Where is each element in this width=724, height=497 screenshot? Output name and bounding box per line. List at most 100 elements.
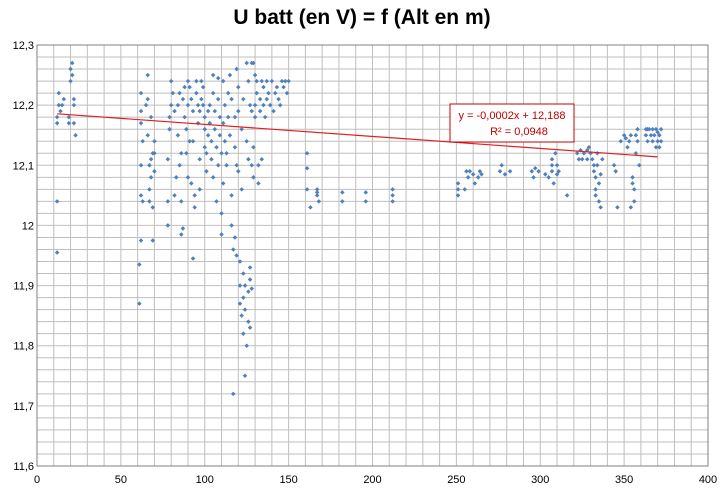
data-point (247, 265, 253, 270)
y-tick-label: 11,7 (13, 401, 34, 413)
data-point (262, 114, 268, 120)
data-point (286, 78, 291, 84)
x-tick-label: 300 (531, 474, 549, 486)
data-point (197, 187, 202, 192)
data-point (593, 193, 598, 198)
data-point (252, 114, 258, 120)
data-point (185, 78, 191, 84)
data-point (205, 132, 211, 138)
data-point (658, 138, 664, 144)
data-point (252, 102, 258, 108)
data-point (264, 78, 270, 84)
data-point (180, 96, 186, 102)
data-point (613, 169, 619, 174)
data-point (187, 84, 192, 90)
data-point (185, 175, 191, 180)
data-point (175, 102, 181, 108)
data-point (231, 391, 236, 397)
data-point (532, 166, 538, 171)
data-point (212, 126, 218, 132)
data-point (54, 120, 60, 126)
data-point (219, 232, 224, 237)
data-point (222, 138, 228, 144)
data-point (246, 157, 251, 162)
data-point (277, 102, 283, 108)
data-point (470, 172, 476, 177)
data-point (598, 205, 603, 210)
x-tick-label: 100 (196, 474, 214, 486)
data-point (269, 78, 275, 84)
data-point (239, 313, 244, 318)
data-point (180, 226, 186, 231)
data-point (658, 126, 664, 132)
data-point (249, 286, 254, 291)
data-point (529, 169, 535, 174)
data-point (308, 205, 313, 210)
data-point (472, 181, 478, 186)
data-point (247, 325, 253, 330)
data-point (152, 169, 157, 174)
data-point (593, 187, 598, 192)
data-point (595, 163, 600, 168)
data-point (140, 199, 145, 204)
data-point (227, 72, 233, 78)
data-point (210, 90, 216, 96)
data-point (477, 169, 483, 174)
data-point (363, 190, 369, 195)
data-point (189, 96, 194, 102)
data-point (244, 343, 249, 348)
data-point (314, 193, 320, 198)
y-tick-label: 11,8 (13, 341, 34, 353)
data-point (177, 90, 182, 96)
data-point (202, 144, 208, 150)
data-point (462, 187, 468, 192)
data-point (236, 169, 241, 174)
data-point (145, 96, 150, 102)
y-tick-label: 11,9 (13, 281, 34, 293)
data-point (241, 331, 246, 336)
data-point (242, 307, 248, 312)
data-point (168, 102, 174, 108)
data-point (615, 205, 620, 210)
data-point (546, 175, 551, 180)
data-point (314, 187, 320, 192)
data-point (625, 144, 630, 150)
data-point (212, 108, 218, 114)
data-point (242, 283, 248, 288)
data-point (202, 126, 208, 132)
data-point (219, 211, 224, 216)
data-point (197, 157, 202, 162)
data-point (56, 90, 62, 96)
data-point (195, 120, 201, 126)
chart-title: U batt (en V) = f (Alt en m) (233, 6, 491, 29)
data-point (172, 193, 177, 198)
data-point (549, 157, 555, 162)
data-point (261, 102, 266, 108)
data-point (195, 102, 201, 108)
data-point (256, 181, 261, 186)
trendline (57, 113, 658, 158)
data-point (194, 78, 199, 84)
data-point (168, 78, 174, 84)
data-point (241, 96, 246, 102)
data-point (209, 157, 214, 162)
data-point (390, 199, 395, 204)
data-point (205, 108, 211, 114)
data-point (314, 190, 320, 195)
data-point (73, 132, 78, 138)
grid (36, 44, 709, 467)
x-tick-label: 50 (115, 474, 127, 486)
data-point (68, 78, 73, 84)
data-point (340, 190, 345, 195)
data-point (316, 199, 322, 204)
data-point (272, 90, 278, 96)
data-point (202, 114, 208, 120)
y-axis-tick-labels: 11,6 11,7 11,8 11,9 12 12,1 12,2 12,3 (13, 40, 34, 473)
data-point (281, 84, 286, 90)
data-point (239, 126, 244, 132)
data-point (340, 199, 345, 204)
data-point (628, 132, 634, 138)
data-point (274, 84, 280, 90)
data-point (229, 193, 234, 198)
